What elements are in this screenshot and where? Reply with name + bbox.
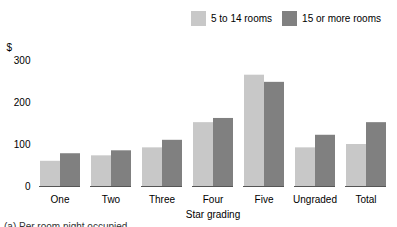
svg-text:300: 300 <box>14 55 31 66</box>
svg-text:100: 100 <box>14 139 31 150</box>
svg-text:Three: Three <box>149 194 176 205</box>
svg-text:Ungraded: Ungraded <box>293 194 337 205</box>
svg-text:One: One <box>51 194 70 205</box>
svg-text:200: 200 <box>14 97 31 108</box>
svg-text:Star grading: Star grading <box>186 209 240 220</box>
svg-text:Two: Two <box>102 194 121 205</box>
html-text:5 to 14 rooms: 5 to 14 rooms <box>210 13 273 24</box>
svg-text:Five: Five <box>255 194 274 205</box>
svg-text:Total: Total <box>355 194 376 205</box>
svg-text:$: $ <box>7 42 13 53</box>
html-text:15 or more rooms: 15 or more rooms <box>302 13 381 24</box>
svg-text:0: 0 <box>25 181 31 192</box>
svg-text:Four: Four <box>203 194 224 205</box>
